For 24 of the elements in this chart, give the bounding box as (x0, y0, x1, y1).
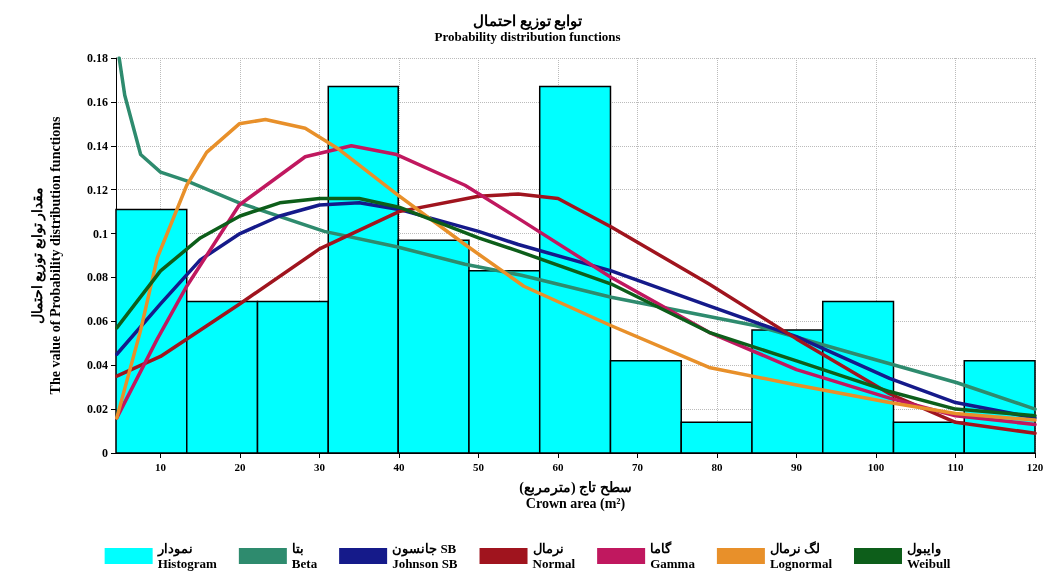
x-tick-label: 20 (234, 460, 247, 473)
y-tick-label: 0.06 (87, 314, 108, 329)
y-tick-label: 0.1 (93, 226, 108, 241)
x-tick-label: 60 (552, 460, 565, 473)
y-tick-label: 0.16 (87, 94, 108, 109)
x-tick-label: 80 (711, 460, 724, 473)
x-tick-label: 50 (473, 460, 485, 473)
y-tick-label: 0.14 (87, 138, 108, 153)
y-tick-label: 0 (102, 446, 108, 460)
x-tick-label: 40 (393, 460, 406, 473)
y-tick-label: 0.04 (87, 358, 108, 373)
y-tick-label: 0.08 (87, 270, 108, 285)
y-tick-label: 0.12 (87, 182, 108, 197)
x-tick-label: 110 (947, 460, 964, 473)
x-tick-label: 120 (1026, 460, 1044, 473)
x-tick-label: 30 (314, 460, 326, 473)
y-tick-label: 0.02 (87, 402, 108, 417)
chart-title: توابع توزیع احتمال (472, 12, 583, 30)
chart-subtitle: Probability distribution functions (434, 29, 621, 44)
x-tick-label: 90 (791, 460, 803, 473)
x-tick-label: 10 (155, 460, 167, 473)
x-tick-label: 70 (632, 460, 644, 473)
y-tick-label: 0.18 (87, 51, 108, 65)
x-tick-label: 100 (867, 460, 885, 473)
